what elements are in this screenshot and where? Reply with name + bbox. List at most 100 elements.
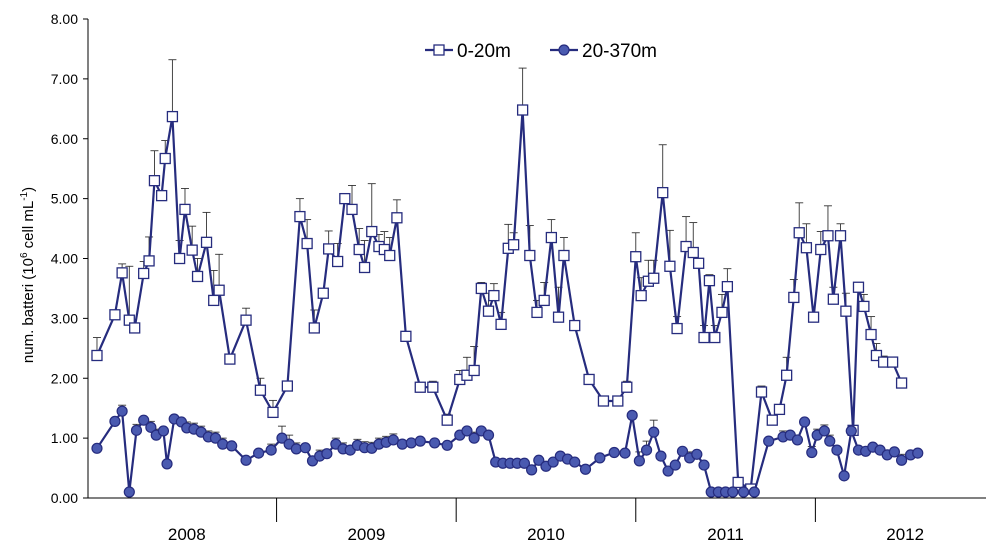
data-point	[669, 459, 681, 471]
data-point	[116, 405, 128, 417]
data-point	[703, 275, 716, 287]
data-point	[886, 356, 899, 368]
data-point	[323, 243, 335, 255]
data-point	[533, 454, 545, 466]
data-point	[482, 305, 495, 317]
data-point	[224, 353, 236, 365]
y-tick-label: 4.00	[51, 251, 78, 267]
y-tick-label: 3.00	[51, 310, 78, 326]
legend-item-surface: 0-20m	[425, 41, 511, 62]
data-point	[538, 294, 550, 307]
data-point	[267, 406, 279, 419]
data-point	[405, 437, 417, 449]
data-point	[173, 252, 186, 265]
data-point	[308, 322, 320, 334]
data-point	[299, 442, 311, 454]
data-point	[130, 424, 143, 436]
data-point	[791, 434, 804, 446]
data-point	[608, 446, 620, 459]
year-label: 2010	[527, 525, 565, 544]
year-label: 2008	[168, 525, 206, 544]
legend-label: 0-20m	[457, 41, 511, 62]
y-axis-label: num. batteri (106 cell mL-1)	[19, 187, 37, 363]
data-point	[276, 432, 288, 444]
data-point	[281, 380, 294, 392]
data-point	[321, 448, 333, 460]
data-point	[838, 470, 850, 482]
x-axis-year-labels: 2008 2009 2010 2011 2012	[168, 498, 924, 544]
data-point	[680, 240, 692, 253]
data-point	[240, 454, 252, 466]
data-point	[824, 435, 836, 447]
data-point	[145, 421, 157, 433]
data-point	[594, 452, 606, 464]
data-point	[657, 186, 669, 199]
data-point	[709, 331, 721, 344]
data-point	[755, 386, 768, 398]
data-point	[396, 438, 408, 450]
data-point	[569, 319, 581, 332]
data-point	[648, 272, 660, 284]
data-point	[691, 448, 703, 460]
data-point	[698, 331, 710, 344]
data-point	[441, 439, 453, 451]
data-point	[159, 152, 171, 165]
data-point	[482, 429, 495, 441]
data-point	[339, 192, 351, 205]
data-point	[732, 476, 744, 489]
data-point	[640, 444, 653, 456]
data-point	[138, 267, 150, 280]
data-point	[655, 450, 667, 462]
data-point	[518, 457, 531, 469]
data-point	[662, 465, 674, 477]
data-point	[721, 280, 734, 293]
data-point	[664, 260, 676, 272]
data-point	[822, 230, 834, 242]
data-point	[547, 456, 559, 468]
data-point	[633, 455, 645, 467]
data-point	[155, 189, 168, 202]
data-point	[331, 255, 344, 268]
data-point	[763, 435, 775, 447]
data-point	[766, 414, 778, 426]
data-point	[414, 435, 426, 447]
data-point	[788, 291, 800, 304]
data-point	[635, 289, 647, 302]
year-label: 2011	[707, 525, 744, 544]
data-point	[391, 212, 403, 224]
data-point	[687, 246, 699, 259]
data-point	[579, 463, 592, 475]
data-point	[91, 442, 103, 454]
data-point	[358, 261, 371, 274]
data-point	[441, 414, 453, 426]
data-point	[384, 249, 396, 262]
y-tick-label: 1.00	[51, 430, 78, 446]
year-label: 2012	[886, 525, 924, 544]
data-point	[888, 446, 901, 458]
legend: 0-20m 20-370m	[425, 41, 657, 62]
data-point	[648, 426, 660, 438]
data-point	[676, 445, 689, 457]
data-point	[166, 110, 179, 123]
data-point	[254, 384, 267, 396]
data-point	[840, 305, 852, 317]
data-point	[545, 231, 558, 244]
data-point	[265, 444, 277, 456]
data-point	[508, 239, 520, 251]
data-point	[698, 459, 710, 471]
data-point	[294, 210, 306, 223]
data-point	[208, 294, 220, 307]
data-point	[827, 293, 839, 305]
legend-label: 20-370m	[582, 41, 657, 62]
data-point	[495, 318, 507, 331]
data-point	[807, 311, 820, 323]
data-point	[630, 251, 642, 263]
data-point	[213, 284, 225, 296]
data-point	[209, 432, 222, 444]
data-point	[301, 237, 313, 250]
data-point	[488, 289, 500, 302]
data-point	[727, 486, 739, 498]
y-tick-label: 2.00	[51, 370, 78, 386]
series-group	[91, 59, 924, 498]
